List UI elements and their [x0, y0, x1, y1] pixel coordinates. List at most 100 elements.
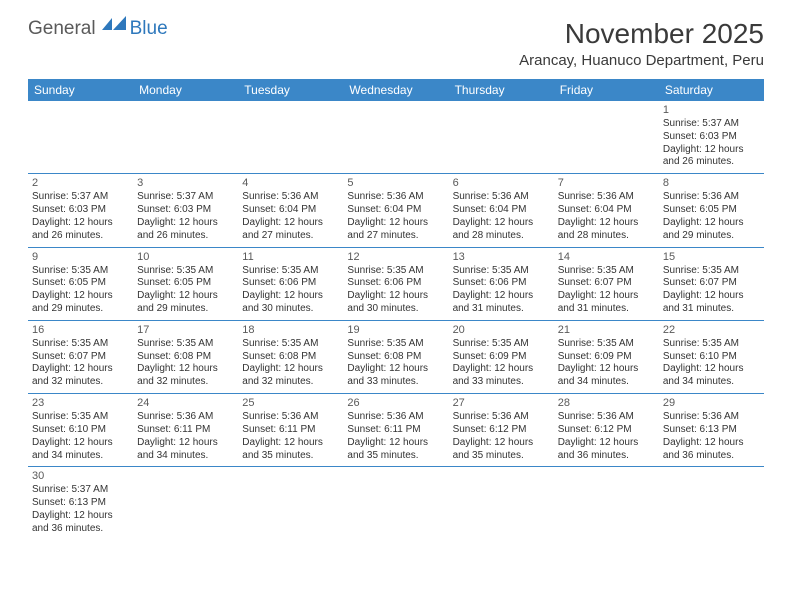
day-line-d2: and 34 minutes.	[663, 376, 760, 389]
day-line-d1: Daylight: 12 hours	[137, 363, 234, 376]
day-number: 15	[663, 250, 760, 264]
day-number: 10	[137, 250, 234, 264]
day-cell	[449, 101, 554, 173]
day-line-ss: Sunset: 6:11 PM	[347, 424, 444, 437]
day-line-sr: Sunrise: 5:35 AM	[137, 265, 234, 278]
day-line-d1: Daylight: 12 hours	[663, 290, 760, 303]
day-line-d1: Daylight: 12 hours	[347, 290, 444, 303]
week-row: 2Sunrise: 5:37 AMSunset: 6:03 PMDaylight…	[28, 174, 764, 247]
page-title: November 2025	[519, 18, 764, 50]
day-number: 5	[347, 176, 444, 190]
day-line-d1: Daylight: 12 hours	[558, 437, 655, 450]
day-line-ss: Sunset: 6:08 PM	[242, 351, 339, 364]
day-line-d1: Daylight: 12 hours	[137, 437, 234, 450]
day-cell	[554, 101, 659, 173]
day-cell	[28, 101, 133, 173]
day-number: 30	[32, 469, 129, 483]
day-cell: 16Sunrise: 5:35 AMSunset: 6:07 PMDayligh…	[28, 321, 133, 393]
day-line-d1: Daylight: 12 hours	[558, 217, 655, 230]
flag-icon	[102, 16, 128, 37]
title-block: November 2025 Arancay, Huanuco Departmen…	[519, 18, 764, 69]
day-number: 1	[663, 103, 760, 117]
day-line-d2: and 31 minutes.	[663, 303, 760, 316]
day-line-ss: Sunset: 6:04 PM	[347, 204, 444, 217]
day-line-d1: Daylight: 12 hours	[453, 363, 550, 376]
day-line-sr: Sunrise: 5:37 AM	[32, 191, 129, 204]
day-cell: 11Sunrise: 5:35 AMSunset: 6:06 PMDayligh…	[238, 248, 343, 320]
day-line-sr: Sunrise: 5:35 AM	[453, 265, 550, 278]
day-line-d1: Daylight: 12 hours	[137, 217, 234, 230]
day-line-d1: Daylight: 12 hours	[32, 363, 129, 376]
day-line-d1: Daylight: 12 hours	[242, 290, 339, 303]
day-line-ss: Sunset: 6:04 PM	[453, 204, 550, 217]
day-line-ss: Sunset: 6:09 PM	[453, 351, 550, 364]
day-line-d1: Daylight: 12 hours	[242, 437, 339, 450]
day-line-sr: Sunrise: 5:36 AM	[558, 411, 655, 424]
logo-text-general: General	[28, 18, 96, 40]
day-line-d2: and 31 minutes.	[558, 303, 655, 316]
day-cell: 19Sunrise: 5:35 AMSunset: 6:08 PMDayligh…	[343, 321, 448, 393]
day-line-sr: Sunrise: 5:35 AM	[242, 265, 339, 278]
day-cell: 22Sunrise: 5:35 AMSunset: 6:10 PMDayligh…	[659, 321, 764, 393]
day-cell: 1Sunrise: 5:37 AMSunset: 6:03 PMDaylight…	[659, 101, 764, 173]
day-line-sr: Sunrise: 5:35 AM	[32, 411, 129, 424]
day-cell: 17Sunrise: 5:35 AMSunset: 6:08 PMDayligh…	[133, 321, 238, 393]
day-number: 9	[32, 250, 129, 264]
day-line-d2: and 32 minutes.	[137, 376, 234, 389]
day-number: 4	[242, 176, 339, 190]
day-cell: 25Sunrise: 5:36 AMSunset: 6:11 PMDayligh…	[238, 394, 343, 466]
day-number: 27	[453, 396, 550, 410]
day-cell	[133, 467, 238, 539]
day-line-d2: and 31 minutes.	[453, 303, 550, 316]
day-line-sr: Sunrise: 5:35 AM	[242, 338, 339, 351]
day-cell	[659, 467, 764, 539]
day-line-d2: and 32 minutes.	[32, 376, 129, 389]
day-cell: 5Sunrise: 5:36 AMSunset: 6:04 PMDaylight…	[343, 174, 448, 246]
day-cell: 28Sunrise: 5:36 AMSunset: 6:12 PMDayligh…	[554, 394, 659, 466]
day-line-sr: Sunrise: 5:36 AM	[242, 191, 339, 204]
day-line-sr: Sunrise: 5:35 AM	[347, 265, 444, 278]
day-line-sr: Sunrise: 5:35 AM	[453, 338, 550, 351]
logo: General Blue	[28, 18, 168, 40]
day-line-d2: and 30 minutes.	[347, 303, 444, 316]
day-number: 6	[453, 176, 550, 190]
day-line-sr: Sunrise: 5:35 AM	[663, 338, 760, 351]
day-line-ss: Sunset: 6:05 PM	[663, 204, 760, 217]
day-number: 24	[137, 396, 234, 410]
day-cell: 27Sunrise: 5:36 AMSunset: 6:12 PMDayligh…	[449, 394, 554, 466]
day-line-sr: Sunrise: 5:35 AM	[558, 338, 655, 351]
day-line-ss: Sunset: 6:08 PM	[137, 351, 234, 364]
week-row: 9Sunrise: 5:35 AMSunset: 6:05 PMDaylight…	[28, 248, 764, 321]
day-line-d2: and 32 minutes.	[242, 376, 339, 389]
day-line-ss: Sunset: 6:11 PM	[242, 424, 339, 437]
day-line-ss: Sunset: 6:10 PM	[663, 351, 760, 364]
day-number: 11	[242, 250, 339, 264]
day-line-d1: Daylight: 12 hours	[347, 217, 444, 230]
day-line-d1: Daylight: 12 hours	[558, 363, 655, 376]
day-header-wednesday: Wednesday	[343, 79, 448, 101]
day-line-sr: Sunrise: 5:36 AM	[453, 411, 550, 424]
day-line-ss: Sunset: 6:07 PM	[32, 351, 129, 364]
day-number: 19	[347, 323, 444, 337]
day-line-sr: Sunrise: 5:36 AM	[347, 411, 444, 424]
day-line-d2: and 36 minutes.	[663, 450, 760, 463]
day-line-d1: Daylight: 12 hours	[453, 290, 550, 303]
day-cell: 23Sunrise: 5:35 AMSunset: 6:10 PMDayligh…	[28, 394, 133, 466]
day-line-sr: Sunrise: 5:35 AM	[347, 338, 444, 351]
header: General Blue November 2025 Arancay, Huan…	[0, 0, 792, 73]
day-number: 21	[558, 323, 655, 337]
day-cell: 12Sunrise: 5:35 AMSunset: 6:06 PMDayligh…	[343, 248, 448, 320]
day-number: 12	[347, 250, 444, 264]
day-line-d2: and 33 minutes.	[453, 376, 550, 389]
day-number: 20	[453, 323, 550, 337]
day-cell	[238, 467, 343, 539]
day-line-d1: Daylight: 12 hours	[347, 437, 444, 450]
day-line-d2: and 35 minutes.	[453, 450, 550, 463]
day-number: 23	[32, 396, 129, 410]
page-subtitle: Arancay, Huanuco Department, Peru	[519, 52, 764, 69]
day-line-d1: Daylight: 12 hours	[453, 217, 550, 230]
day-cell: 14Sunrise: 5:35 AMSunset: 6:07 PMDayligh…	[554, 248, 659, 320]
day-line-ss: Sunset: 6:06 PM	[242, 277, 339, 290]
day-line-d2: and 33 minutes.	[347, 376, 444, 389]
day-number: 3	[137, 176, 234, 190]
